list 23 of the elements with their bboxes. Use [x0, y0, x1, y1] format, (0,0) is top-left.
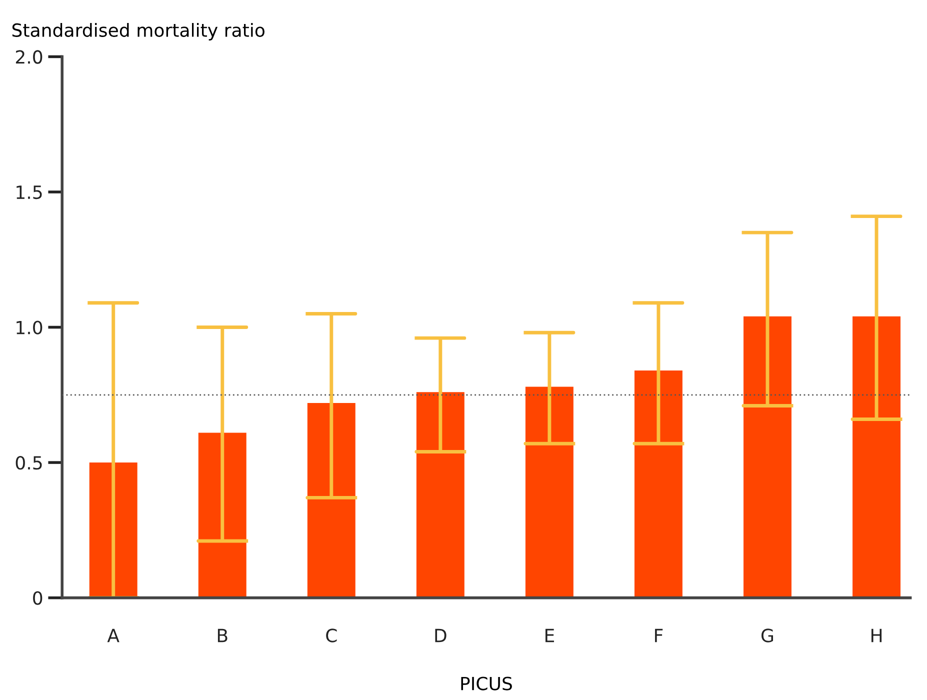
y-tick-label: 1.0 — [16, 320, 42, 334]
y-tick-label: 0 — [33, 591, 42, 605]
y-tick-label: 1.5 — [16, 186, 42, 200]
bar — [852, 316, 900, 598]
x-tick-label: B — [218, 628, 228, 642]
x-tick-label: C — [326, 628, 337, 642]
x-axis-title: PICUS — [461, 676, 512, 690]
y-tick-label: 2.0 — [16, 50, 42, 64]
x-tick-label: A — [107, 628, 120, 642]
bar — [634, 370, 682, 598]
bar — [89, 462, 138, 598]
bar — [416, 392, 464, 598]
x-tick-label: D — [435, 628, 446, 642]
x-tick-label: H — [872, 628, 882, 642]
y-tick-label: 0.5 — [16, 456, 42, 470]
x-tick-label: G — [762, 628, 774, 642]
bar — [525, 386, 574, 598]
bar — [744, 316, 792, 598]
bar — [307, 403, 356, 598]
bar — [198, 432, 246, 598]
x-tick-label: F — [655, 628, 663, 642]
x-tick-label: E — [546, 628, 554, 642]
y-axis-title: Standardised mortality ratio — [12, 22, 264, 40]
